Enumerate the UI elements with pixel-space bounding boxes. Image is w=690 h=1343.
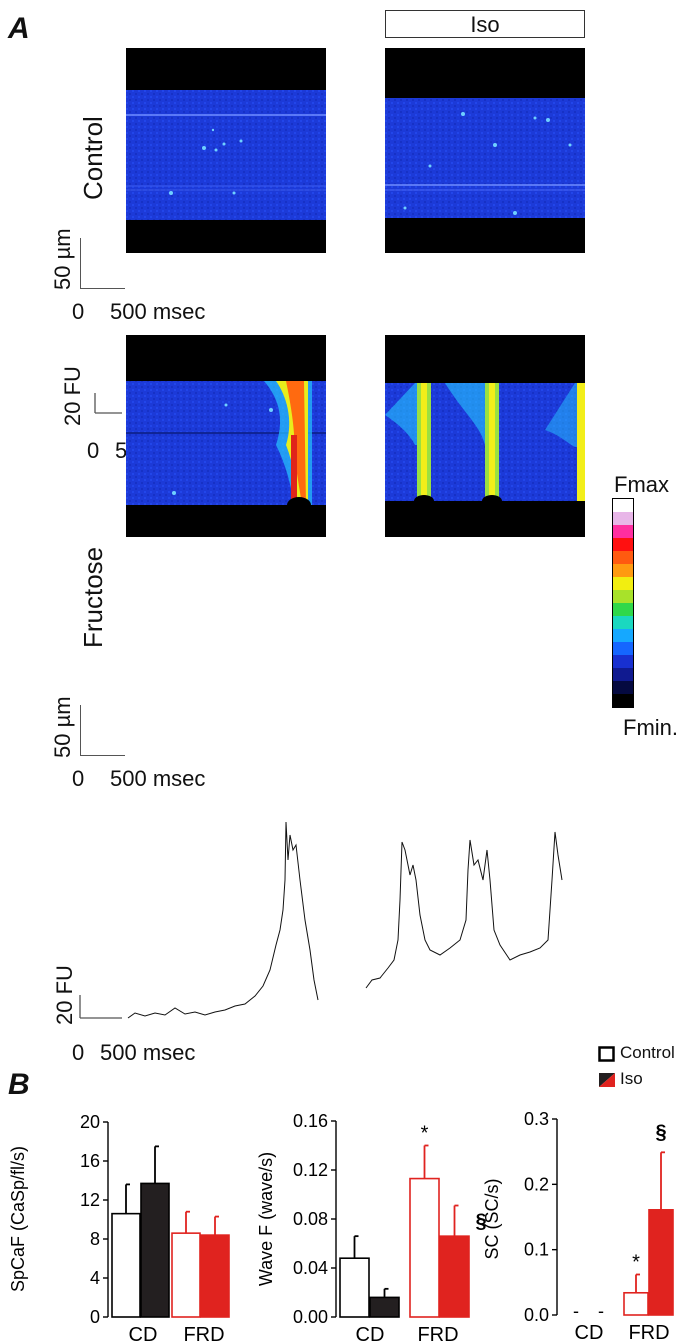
bar-cd-iso	[140, 1182, 170, 1318]
panel-b-letter: B	[8, 1068, 30, 1101]
trace-fructose-baseline	[127, 821, 319, 1019]
y-tick-label: 0.2	[524, 1174, 549, 1194]
iso-label-top: Iso	[385, 10, 585, 38]
y-tick-label: 12	[80, 1190, 100, 1210]
scale-ms-zero-3: 0	[72, 766, 85, 791]
scale-bar-um-1	[80, 238, 81, 288]
fluorescence-traces-control	[94, 393, 585, 414]
y-tick-label: 0.04	[293, 1258, 328, 1278]
bar-frd-control	[409, 1177, 440, 1318]
legend-control-label: Control	[620, 1043, 675, 1062]
y-tick-label: 16	[80, 1151, 100, 1171]
bar-cd-iso	[369, 1296, 400, 1318]
y-tick-label: 0.1	[524, 1240, 549, 1260]
x-category-label: CD	[356, 1324, 385, 1343]
trace-fructose-iso	[365, 831, 563, 989]
scale-ms-zero-2: 0	[87, 438, 100, 463]
no-data-dash: -	[573, 1301, 579, 1321]
scale-bar-um-2	[80, 705, 81, 755]
bar-cd-control	[111, 1212, 141, 1318]
chart-sparks-clusters: 0.0 0.1 0.2 0.3 SC (SC/s) - - * § CD FRD	[482, 1109, 674, 1343]
bar-cd-control	[339, 1257, 370, 1318]
scale-ms-label-4: 500 msec	[100, 1040, 196, 1065]
scale-bar-ms-1	[80, 288, 125, 289]
y-axis-label: SC (SC/s)	[482, 1179, 502, 1260]
y-tick-label: 0	[90, 1307, 100, 1327]
y-axis-label: Wave F (wave/s)	[256, 1152, 276, 1286]
legend-iso-label: Iso	[620, 1069, 643, 1088]
scale-ms-zero-1: 0	[72, 299, 85, 324]
bar-frd-iso	[648, 1209, 674, 1316]
y-tick-label: 0.00	[293, 1307, 328, 1327]
panel-a-letter: A	[8, 12, 30, 45]
bar-frd-iso	[200, 1234, 230, 1318]
x-category-label: FRD	[628, 1322, 669, 1343]
scale-um-label-1: 50 µm	[50, 228, 75, 290]
fructose-row-label: Fructose	[78, 546, 108, 648]
y-tick-label: 0.0	[524, 1305, 549, 1325]
colorbar-min-label: Fmin.	[623, 715, 678, 740]
chart-spcaf: 0 4 8 12 16 20 SpCaF (CaSp/fl/s) CD FRD	[8, 1112, 230, 1343]
significance-asterisk: *	[632, 1251, 640, 1273]
significance-section: §	[655, 1121, 666, 1143]
x-category-label: FRD	[183, 1324, 224, 1343]
scale-bar-ms-2	[80, 755, 125, 756]
scale-ms-label-1: 500 msec	[110, 299, 206, 324]
y-tick-label: 0.3	[524, 1109, 549, 1129]
linescan-fructose-baseline	[126, 335, 326, 537]
scale-fu-label-2: 20 FU	[52, 965, 77, 1025]
y-tick-label: 8	[90, 1229, 100, 1249]
x-category-label: CD	[575, 1322, 604, 1343]
x-category-label: CD	[129, 1324, 158, 1343]
y-tick-label: 20	[80, 1112, 100, 1132]
linescan-fructose-iso	[385, 335, 585, 537]
legend-iso-swatch	[599, 1073, 615, 1087]
y-tick-label: 0.16	[293, 1111, 328, 1131]
significance-section: §	[475, 1211, 486, 1233]
linescan-control-baseline	[126, 48, 326, 253]
bar-charts: 0 4 8 12 16 20 SpCaF (CaSp/fl/s) CD FRD 0.00 0.04…	[8, 1109, 674, 1343]
y-tick-label: 0.08	[293, 1209, 328, 1229]
x-category-label: FRD	[417, 1324, 458, 1343]
no-data-dash: -	[598, 1301, 604, 1321]
bar-frd-control	[623, 1291, 649, 1316]
scale-fu-label-1: 20 FU	[60, 366, 85, 426]
y-tick-label: 0.12	[293, 1160, 328, 1180]
bar-frd-control	[171, 1232, 201, 1318]
chart-wave-frequency: 0.00 0.04 0.08 0.12 0.16 Wave F (wave/s) * § CD F…	[256, 1111, 487, 1343]
fluorescence-traces-fructose	[79, 821, 563, 1019]
scale-ms-zero-4: 0	[72, 1040, 85, 1065]
colorbar	[612, 498, 634, 708]
scale-ms-label-3: 500 msec	[110, 766, 206, 791]
y-axis-label: SpCaF (CaSp/fl/s)	[8, 1146, 28, 1292]
y-tick-label: 4	[90, 1268, 100, 1288]
significance-asterisk: *	[421, 1123, 429, 1145]
control-row-label: Control	[78, 116, 108, 200]
scale-um-label-2: 50 µm	[50, 696, 75, 758]
bar-frd-iso	[439, 1235, 470, 1318]
colorbar-max-label: Fmax	[614, 472, 669, 497]
linescan-control-iso	[385, 48, 585, 253]
legend-control-swatch	[598, 1046, 615, 1062]
